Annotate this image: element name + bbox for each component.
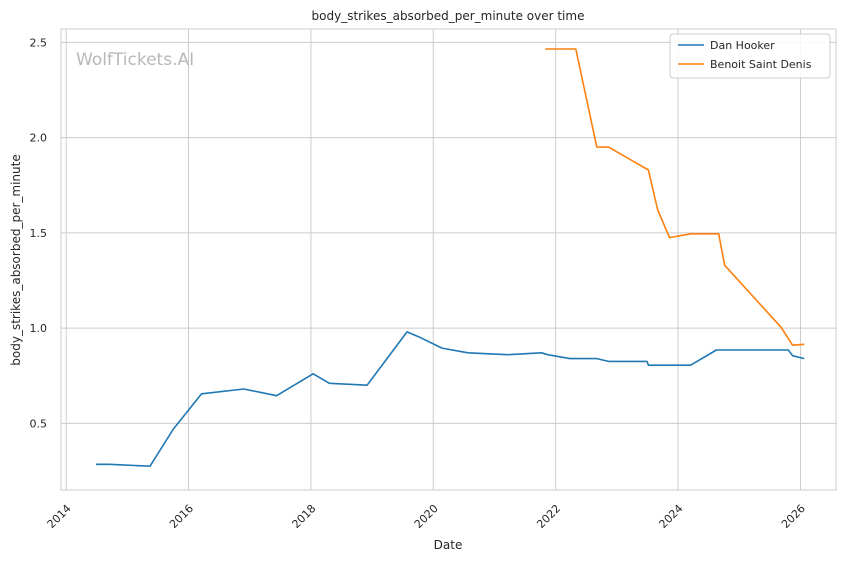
- y-tick-label: 2.5: [30, 36, 48, 49]
- y-tick-label: 0.5: [30, 417, 48, 430]
- grid-lines: [61, 29, 836, 490]
- x-axis-label: Date: [434, 538, 463, 552]
- y-axis-label: body_strikes_absorbed_per_minute: [9, 154, 23, 365]
- legend-label-benoit-saint-denis: Benoit Saint Denis: [710, 58, 812, 71]
- series-layer: [96, 48, 805, 468]
- series-line-dan-hooker: [96, 331, 805, 468]
- legend: Dan Hooker Benoit Saint Denis: [669, 33, 831, 79]
- y-tick-label: 1.5: [30, 227, 48, 240]
- legend-label-dan-hooker: Dan Hooker: [710, 39, 775, 52]
- watermark-text: WolfTickets.AI: [76, 50, 194, 70]
- y-tick-label: 1.0: [30, 322, 48, 335]
- plot-area-frame: [60, 28, 837, 491]
- y-tick-label: 2.0: [30, 132, 48, 145]
- legend-box: [669, 33, 831, 79]
- chart-title: body_strikes_absorbed_per_minute over ti…: [312, 9, 585, 23]
- series-line-benoit-saint-denis: [545, 48, 805, 347]
- y-axis-ticks: 0.5 1.0 1.5 2.0 2.5: [30, 36, 48, 430]
